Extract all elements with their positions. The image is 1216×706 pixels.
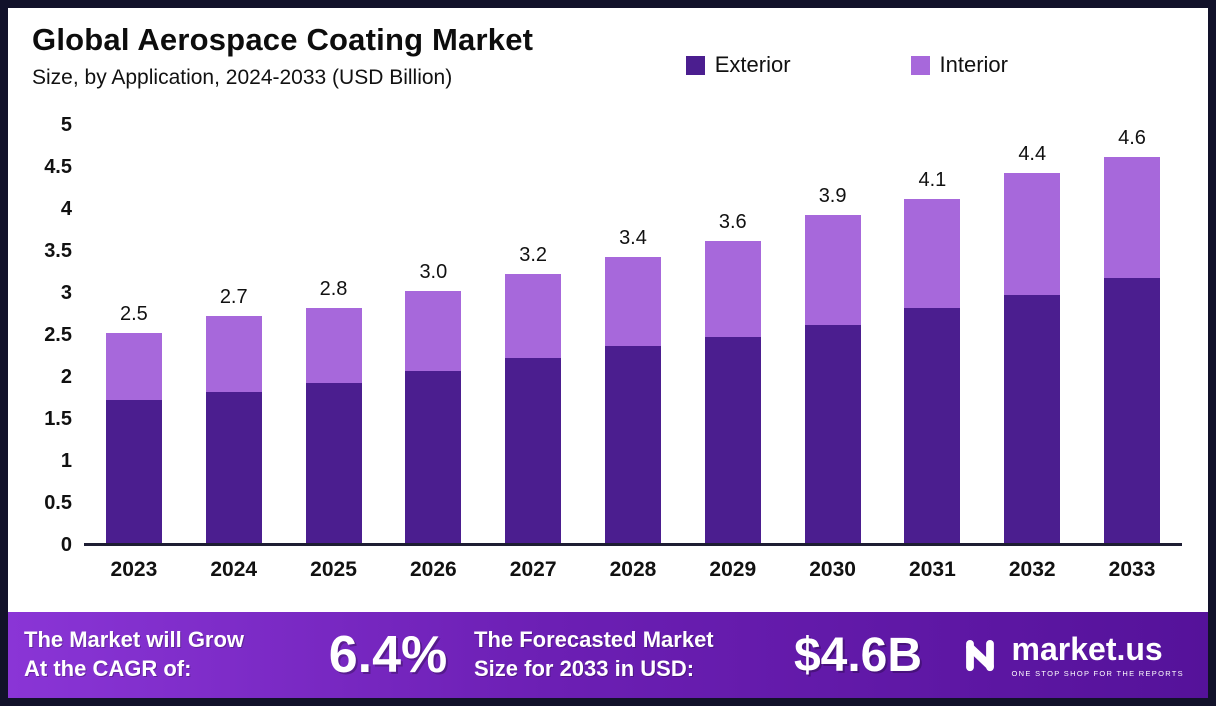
interior-swatch-icon [910,55,930,75]
bar-total-label: 2.5 [120,303,148,326]
bar-segment-interior [604,257,661,346]
page-title: Global Aerospace Coating Market [32,22,534,57]
bar-segment-exterior [904,307,961,543]
cagr-value: 6.4% [328,626,448,684]
bar-total-label: 4.4 [1018,143,1047,166]
x-axis-label-2024: 2024 [210,558,258,581]
x-axis-label-2031: 2031 [909,558,956,581]
legend: Exterior Interior [685,52,1008,78]
bar-total-label: 4.6 [1118,126,1146,149]
bar-total-label: 3.0 [419,261,448,284]
bar-segment-exterior [405,370,462,543]
x-axis-labels: 2023 2024 2025 2026 2027 2028 2029 2030 2031 2032… [84,558,1182,582]
bar-segment-interior [704,240,761,338]
y-tick-label: 0 [60,534,72,556]
bar-segment-interior [904,198,961,308]
x-axis-label-2028: 2028 [609,558,657,581]
legend-item-interior: Interior [910,52,1008,78]
legend-label-interior: Interior [939,52,1008,77]
bar-column-2029: 3.6 [693,126,773,543]
x-axis-label-2025: 2025 [310,558,357,581]
y-tick-label: 2.5 [44,324,72,346]
y-tick-label: 1.5 [44,408,72,430]
y-tick-label: 2 [60,366,72,388]
bar-segment-interior [405,291,462,371]
page-subtitle: Size, by Application, 2024-2033 (USD Bil… [32,66,453,89]
legend-item-exterior: Exterior [685,52,791,78]
marketus-logo-icon [965,640,994,672]
cagr-label-line1: The Market will Grow [24,627,245,653]
x-axis-label-2032: 2032 [1008,558,1056,581]
y-axis: 0 0.5 1 1.5 2 2.5 3 3.5 4 4.5 5 [26,114,84,556]
exterior-swatch-icon [685,55,705,75]
y-tick-label: 4.5 [44,156,72,178]
bar-column-2030: 3.9 [793,126,873,543]
x-axis-spacer [26,558,84,582]
y-tick-label: 0.5 [44,492,72,514]
bar-column-2028: 3.4 [593,126,673,543]
y-tick-label: 3 [60,282,72,304]
x-axis: 2023 2024 2025 2026 2027 2028 2029 2030 2031 2032… [26,558,1182,582]
forecast-label-line1: The Forecasted Market [474,627,714,653]
forecast-label: The Forecasted Market Size for 2033 in U… [474,626,774,683]
brand-lockup: market.us ONE STOP SHOP FOR THE REPORTS [958,633,1192,678]
bar-column-2025: 2.8 [294,126,374,543]
x-axis-label-2023: 2023 [110,558,158,581]
bar-column-2024: 2.7 [194,126,274,543]
bar-segment-exterior [505,358,562,543]
x-axis-label-2027: 2027 [509,558,557,581]
bar-segment-exterior [305,383,362,543]
chart-header: Global Aerospace Coating Market Size, by… [8,8,1208,112]
bar-total-label: 2.8 [319,277,348,300]
bar-segment-interior [804,215,861,325]
bar-total-label: 3.4 [619,227,647,250]
bar-segment-exterior [1004,295,1061,543]
bar-total-label: 3.2 [519,244,548,267]
bar-total-label: 3.9 [818,185,847,208]
bar-column-2032: 4.4 [992,126,1072,543]
chart-canvas: Global Aerospace Coating Market Size, by… [8,8,1208,612]
x-axis-label-2033: 2033 [1108,558,1156,581]
bar-segment-exterior [804,324,861,543]
bar-segment-interior [105,333,162,401]
y-tick-label: 4 [60,198,72,220]
legend-label-exterior: Exterior [714,52,791,77]
bar-segment-interior [305,307,362,384]
bar-segment-exterior [1104,278,1161,543]
x-axis-label-2026: 2026 [409,558,457,581]
y-tick-label: 3.5 [44,240,72,262]
x-axis-label-2029: 2029 [709,558,757,581]
bar-segment-interior [505,274,562,359]
bar-column-2033: 4.6 [1092,126,1172,543]
bar-total-label: 3.6 [718,210,747,233]
forecast-value: $4.6B [793,628,923,682]
footer-banner: The Market will Grow At the CAGR of: 6.4… [8,612,1208,698]
bar-column-2031: 4.1 [892,126,972,543]
bar-column-2026: 3.0 [393,126,473,543]
y-tick-label: 5 [60,114,72,136]
bar-segment-interior [205,316,262,392]
bar-segment-exterior [105,400,162,543]
cagr-label: The Market will Grow At the CAGR of: [24,626,302,683]
cagr-label-line2: At the CAGR of: [24,656,192,681]
bar-segment-exterior [604,345,661,543]
forecast-label-line2: Size for 2033 in USD: [474,656,695,681]
bar-total-label: 4.1 [918,168,947,191]
brand-text: market.us ONE STOP SHOP FOR THE REPORTS [1012,633,1184,678]
bar-segment-interior [1104,156,1161,279]
bar-column-2023: 2.5 [94,126,174,543]
bar-total-label: 2.7 [219,286,248,309]
stacked-bar-chart: 0 0.5 1 1.5 2 2.5 3 3.5 4 4.5 5 2.5 2.7 2.8 3.0 3.2 3.4… [8,112,1208,582]
bar-column-2027: 3.2 [493,126,573,543]
y-tick-label: 1 [60,450,72,472]
bar-segment-exterior [205,391,262,543]
bar-segment-exterior [704,337,761,543]
plot-area: 2.5 2.7 2.8 3.0 3.2 3.4 3.6 3.9 4.1 4.4 4.6 [84,126,1182,546]
brand-tagline: ONE STOP SHOP FOR THE REPORTS [1011,668,1184,678]
bar-segment-interior [1004,173,1061,296]
brand-name: market.us [1011,630,1163,667]
x-axis-label-2030: 2030 [809,558,856,581]
